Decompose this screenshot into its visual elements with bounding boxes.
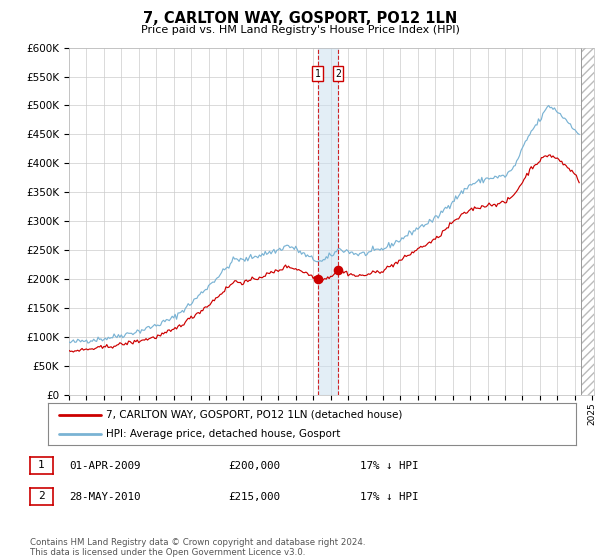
Text: 01-APR-2009: 01-APR-2009 xyxy=(69,461,140,471)
Text: Contains HM Land Registry data © Crown copyright and database right 2024.
This d: Contains HM Land Registry data © Crown c… xyxy=(30,538,365,557)
Text: 1: 1 xyxy=(314,69,320,78)
Text: 17% ↓ HPI: 17% ↓ HPI xyxy=(360,461,419,471)
Text: 2: 2 xyxy=(335,69,341,78)
Text: 7, CARLTON WAY, GOSPORT, PO12 1LN (detached house): 7, CARLTON WAY, GOSPORT, PO12 1LN (detac… xyxy=(106,409,403,419)
Text: £215,000: £215,000 xyxy=(228,492,280,502)
Text: 28-MAY-2010: 28-MAY-2010 xyxy=(69,492,140,502)
Text: 2: 2 xyxy=(38,491,45,501)
Bar xyxy=(581,48,594,395)
Text: 7, CARLTON WAY, GOSPORT, PO12 1LN: 7, CARLTON WAY, GOSPORT, PO12 1LN xyxy=(143,11,457,26)
Point xyxy=(313,274,322,283)
Text: 1: 1 xyxy=(38,460,45,470)
Bar xyxy=(317,48,338,395)
Text: £200,000: £200,000 xyxy=(228,461,280,471)
Text: Price paid vs. HM Land Registry's House Price Index (HPI): Price paid vs. HM Land Registry's House … xyxy=(140,25,460,35)
Text: 17% ↓ HPI: 17% ↓ HPI xyxy=(360,492,419,502)
Text: HPI: Average price, detached house, Gosport: HPI: Average price, detached house, Gosp… xyxy=(106,429,340,439)
Point xyxy=(333,266,343,275)
